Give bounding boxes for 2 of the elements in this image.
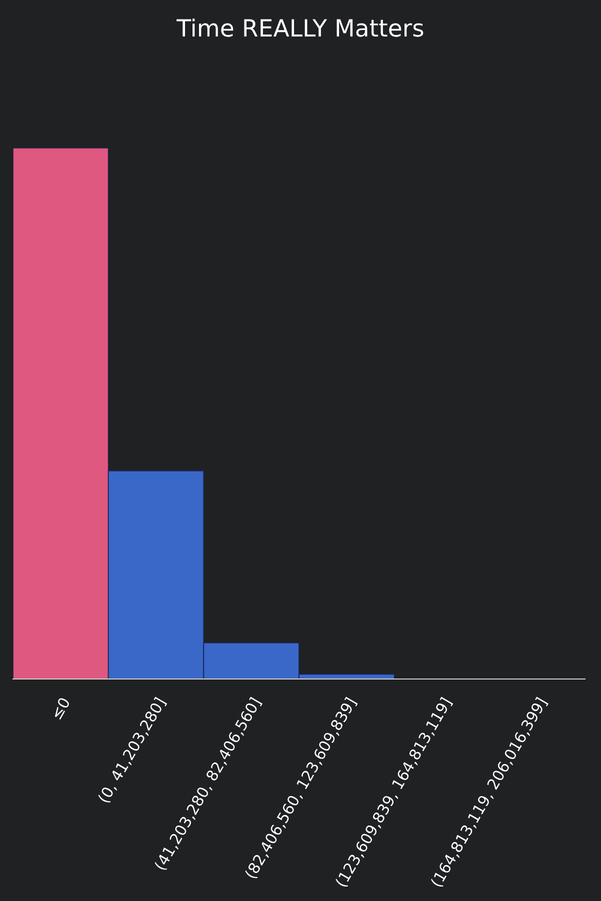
x-tick-label: ≤0 xyxy=(50,696,70,720)
chart-title: Time REALLY Matters xyxy=(176,18,424,37)
